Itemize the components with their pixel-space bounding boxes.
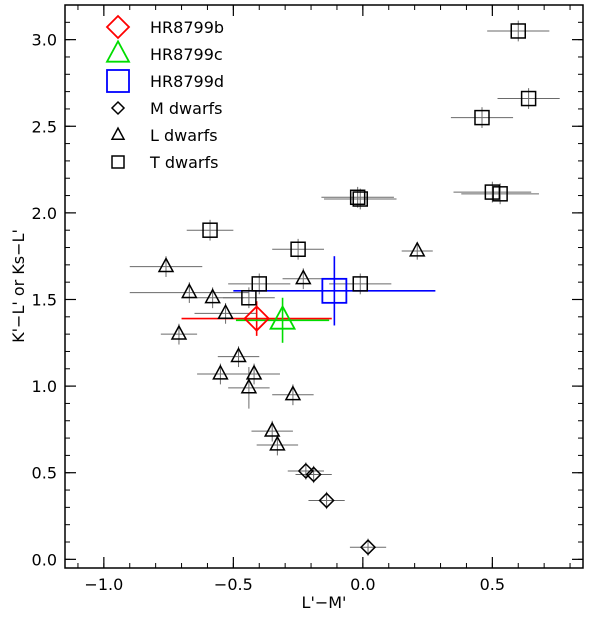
y-axis-label: K'−L' or Ks−L' xyxy=(9,229,28,343)
y-tick-label-1: 0.5 xyxy=(32,464,57,483)
hr8799b-point-0 xyxy=(243,305,270,332)
t-dwarfs-point-6 xyxy=(492,186,508,202)
legend-marker-m-dwarfs xyxy=(110,100,126,116)
t-dwarfs-point-8 xyxy=(290,241,306,258)
l-dwarfs-point-8 xyxy=(217,303,234,320)
hr8799d-point-0 xyxy=(321,277,348,304)
y-tick-label-5: 2.5 xyxy=(32,117,57,136)
axis-tick-labels: −1.0 −0.5 0.0 0.5 0.0 0.5 1.0 1.5 2.0 2.5 3.0 xyxy=(32,31,506,594)
t-dwarfs-point-1 xyxy=(520,90,537,107)
y-tick-label-6: 3.0 xyxy=(32,31,57,50)
legend: HR8799b HR8799c HR8799d M dwarfs L dwarfs T d… xyxy=(105,14,224,172)
legend-label-hr8799c: HR8799c xyxy=(150,45,223,64)
x-tick-label-3: 0.5 xyxy=(480,575,505,594)
t-dwarfs-point-9 xyxy=(251,276,267,292)
x-tick-label-1: −0.5 xyxy=(214,575,253,594)
error-bars xyxy=(129,20,560,556)
l-dwarfs-point-1 xyxy=(263,421,281,437)
l-dwarfs-point-4 xyxy=(245,364,263,380)
legend-label-hr8799b: HR8799b xyxy=(150,18,224,37)
x-axis-label: L'−M' xyxy=(302,593,347,612)
legend-marker-hr8799b xyxy=(105,14,131,40)
l-dwarfs-point-2 xyxy=(284,385,302,401)
y-tick-label-4: 2.0 xyxy=(32,204,57,223)
legend-label-l-dwarfs: L dwarfs xyxy=(150,126,218,145)
t-dwarfs-point-11 xyxy=(241,290,257,306)
t-dwarfs-point-7 xyxy=(202,222,218,238)
l-dwarfs-point-11 xyxy=(157,256,175,273)
l-dwarfs-point-13 xyxy=(408,241,426,257)
data-markers xyxy=(157,23,537,556)
l-dwarfs-point-7 xyxy=(170,324,188,340)
l-dwarfs-point-9 xyxy=(181,282,198,299)
l-dwarfs-point-0 xyxy=(269,435,286,451)
y-tick-label-0: 0.0 xyxy=(32,550,57,569)
legend-label-t-dwarfs: T dwarfs xyxy=(149,153,218,172)
plot-frame xyxy=(64,4,584,569)
x-tick-label-2: 0.0 xyxy=(350,575,375,594)
y-tick-label-2: 1.0 xyxy=(32,377,57,396)
t-dwarfs-point-5 xyxy=(484,184,501,200)
m-dwarfs-point-3 xyxy=(305,466,322,483)
x-tick-label-0: −1.0 xyxy=(84,575,123,594)
m-dwarfs-point-0 xyxy=(359,539,377,556)
l-dwarfs-point-5 xyxy=(212,364,229,380)
t-dwarfs-point-10 xyxy=(352,276,369,292)
legend-label-hr8799d: HR8799d xyxy=(150,72,224,91)
l-dwarfs-point-10 xyxy=(204,288,221,304)
l-dwarfs-point-12 xyxy=(295,269,312,285)
hr8799c-point-0 xyxy=(269,304,297,330)
axis-ticks xyxy=(65,4,583,568)
t-dwarfs-point-0 xyxy=(510,23,526,39)
l-dwarfs-point-3 xyxy=(240,378,258,394)
legend-marker-hr8799d xyxy=(106,69,130,93)
legend-marker-t-dwarfs xyxy=(111,155,125,169)
t-dwarfs-point-4 xyxy=(352,191,369,207)
t-dwarfs-point-2 xyxy=(474,109,490,126)
y-tick-label-3: 1.5 xyxy=(32,290,57,309)
t-dwarfs-point-3 xyxy=(349,189,366,206)
legend-label-m-dwarfs: M dwarfs xyxy=(150,99,222,118)
legend-marker-l-dwarfs xyxy=(110,126,126,140)
l-dwarfs-point-6 xyxy=(230,347,247,363)
m-dwarfs-point-2 xyxy=(297,462,314,480)
legend-marker-hr8799c xyxy=(105,39,131,63)
m-dwarfs-point-1 xyxy=(318,492,335,509)
